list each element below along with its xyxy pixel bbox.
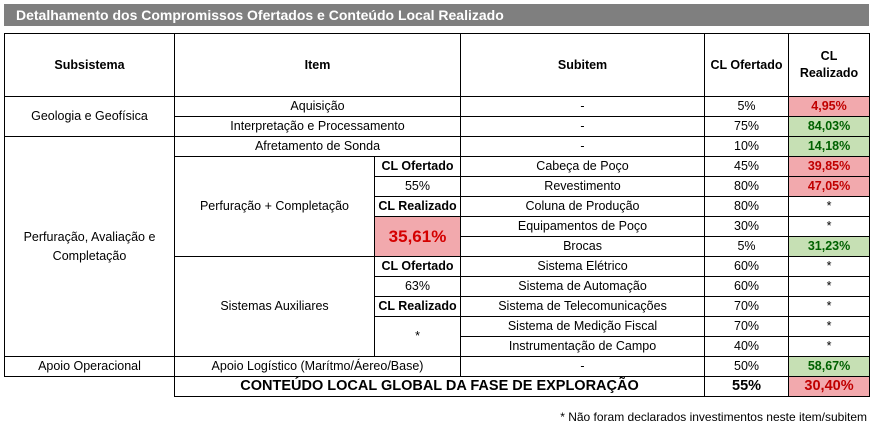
- cl-ofertado-cell: 70%: [704, 296, 790, 317]
- cl-realizado-cell: *: [788, 316, 871, 337]
- cl-realizado-cell: 39,85%: [788, 156, 871, 177]
- header-item: Item: [173, 33, 462, 97]
- cl-ofertado-cell: 70%: [704, 316, 790, 337]
- cl-realizado-label: CL Realizado: [373, 296, 462, 317]
- total-spacer: [5, 377, 175, 397]
- cl-realizado-value: *: [373, 316, 462, 357]
- table-row: 55% Revestimento 80% 47,05%: [5, 176, 871, 197]
- subitem-cell: Cabeça de Poço: [460, 156, 706, 177]
- cl-realizado-cell: 58,67%: [788, 356, 871, 377]
- subitem-cell: Revestimento: [460, 176, 706, 197]
- subsistema-perfuracao: Perfuração, Avaliação e Completação: [4, 136, 175, 357]
- subitem-cell: Sistema de Automação: [460, 276, 706, 297]
- table-title-banner: Detalhamento dos Compromissos Ofertados …: [4, 4, 869, 26]
- cl-realizado-value: 35,61%: [373, 216, 462, 257]
- cl-ofertado-cell: 5%: [704, 96, 790, 117]
- total-cl-ofertado: 55%: [704, 376, 790, 397]
- cl-realizado-cell: 84,03%: [788, 116, 871, 137]
- table-row: CL Realizado Coluna de Produção 80% *: [5, 196, 871, 217]
- subitem-cell: -: [460, 356, 706, 377]
- header-row: Subsistema Item Subitem CL Ofertado CL R…: [4, 33, 871, 97]
- table-row: Interpretação e Processamento - 75% 84,0…: [5, 116, 871, 137]
- table-row: Apoio Operacional Apoio Logístico (Marít…: [4, 356, 871, 377]
- subitem-cell: Instrumentação de Campo: [460, 336, 706, 357]
- table-row: Perfuração, Avaliação e Completação Afre…: [4, 136, 871, 357]
- compromissos-table: Subsistema Item Subitem CL Ofertado CL R…: [4, 33, 871, 397]
- total-label: CONTEÚDO LOCAL GLOBAL DA FASE DE EXPLORA…: [173, 376, 706, 397]
- cl-realizado-cell: *: [788, 196, 871, 217]
- table-row: 63% Sistema de Automação 60% *: [5, 276, 871, 297]
- item-cell: Apoio Logístico (Marítmo/Áereo/Base): [173, 356, 462, 377]
- header-cl-realizado: CL Realizado: [788, 33, 871, 97]
- cl-realizado-label: CL Realizado: [373, 196, 462, 217]
- header-subsistema: Subsistema: [4, 33, 175, 97]
- cl-ofertado-cell: 80%: [704, 196, 790, 217]
- cl-ofertado-cell: 80%: [704, 176, 790, 197]
- table-row: * Sistema de Medição Fiscal 70% *: [5, 316, 871, 357]
- cl-realizado-cell: *: [788, 296, 871, 317]
- cl-ofertado-cell: 75%: [704, 116, 790, 137]
- total-row: CONTEÚDO LOCAL GLOBAL DA FASE DE EXPLORA…: [5, 376, 871, 397]
- footnote: * Não foram declarados investimentos nes…: [560, 410, 867, 424]
- subitem-cell: Sistema de Medição Fiscal: [460, 316, 706, 337]
- table-row: Instrumentação de Campo 40% *: [5, 336, 871, 357]
- cl-realizado-cell: 47,05%: [788, 176, 871, 197]
- subitem-cell: Sistema Elétrico: [460, 256, 706, 277]
- cl-ofertado-cell: 60%: [704, 276, 790, 297]
- table-row: Sistemas Auxiliares CL Ofertado Sistema …: [5, 256, 871, 357]
- cl-ofertado-cell: 50%: [704, 356, 790, 377]
- item-cell: Afretamento de Sonda: [173, 136, 462, 157]
- cl-realizado-cell: 14,18%: [788, 136, 871, 157]
- header-subitem: Subitem: [460, 33, 706, 97]
- subsistema-apoio: Apoio Operacional: [4, 356, 175, 377]
- cl-ofertado-label: CL Ofertado: [373, 156, 462, 177]
- header-cl-ofertado: CL Ofertado: [704, 33, 790, 97]
- item-sistemas-auxiliares: Sistemas Auxiliares: [174, 256, 375, 357]
- table-row: Brocas 5% 31,23%: [5, 236, 871, 257]
- subitem-cell: Coluna de Produção: [460, 196, 706, 217]
- cl-realizado-cell: 31,23%: [788, 236, 871, 257]
- total-cl-realizado: 30,40%: [788, 376, 871, 397]
- cl-ofertado-value: 55%: [373, 176, 462, 197]
- table-row: 35,61% Equipamentos de Poço 30% *: [5, 216, 871, 257]
- cl-ofertado-cell: 45%: [704, 156, 790, 177]
- cl-ofertado-cell: 5%: [704, 236, 790, 257]
- cl-ofertado-value: 63%: [373, 276, 462, 297]
- cl-realizado-cell: 4,95%: [788, 96, 871, 117]
- subitem-cell: -: [460, 96, 706, 117]
- subsistema-geologia: Geologia e Geofísica: [4, 96, 175, 137]
- subitem-cell: -: [460, 116, 706, 137]
- subitem-cell: Equipamentos de Poço: [460, 216, 706, 237]
- table-row: CL Realizado Sistema de Telecomunicações…: [5, 296, 871, 317]
- cl-realizado-cell: *: [788, 256, 871, 277]
- subitem-cell: -: [460, 136, 706, 157]
- cl-realizado-cell: *: [788, 336, 871, 357]
- item-perfuracao-completacao: Perfuração + Completação: [174, 156, 375, 257]
- item-cell: Interpretação e Processamento: [173, 116, 462, 137]
- cl-realizado-cell: *: [788, 276, 871, 297]
- item-cell: Aquisição: [173, 96, 462, 117]
- cl-ofertado-cell: 10%: [704, 136, 790, 157]
- subitem-cell: Sistema de Telecomunicações: [460, 296, 706, 317]
- cl-realizado-cell: *: [788, 216, 871, 237]
- subitem-cell: Brocas: [460, 236, 706, 257]
- cl-ofertado-cell: 30%: [704, 216, 790, 237]
- cl-ofertado-cell: 40%: [704, 336, 790, 357]
- cl-ofertado-label: CL Ofertado: [373, 256, 462, 277]
- table-row: Geologia e Geofísica Aquisição - 5% 4,95…: [4, 96, 871, 137]
- cl-ofertado-cell: 60%: [704, 256, 790, 277]
